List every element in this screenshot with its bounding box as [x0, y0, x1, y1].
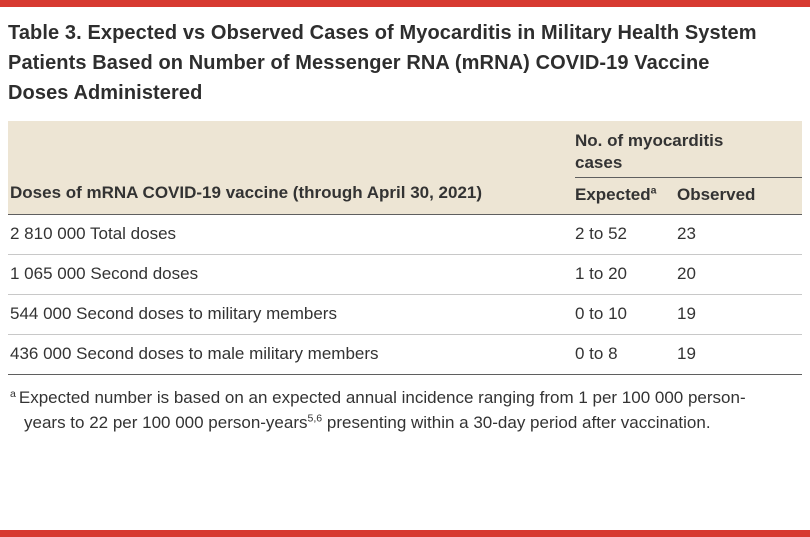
observed-column-header: Observed	[677, 177, 802, 216]
table-row: 2 810 000 Total doses 2 to 52 23	[8, 214, 802, 256]
expected-column-header-text: Expected	[575, 185, 651, 205]
expected-cell: 2 to 52	[575, 214, 677, 256]
doses-cell: 436 000 Second doses to male military me…	[8, 334, 575, 376]
table-title: Table 3. Expected vs Observed Cases of M…	[8, 22, 757, 104]
doses-cell: 2 810 000 Total doses	[8, 214, 575, 256]
observed-cell: 19	[677, 334, 802, 376]
doses-column-header: Doses of mRNA COVID-19 vaccine (through …	[8, 121, 575, 216]
table-row: 1 065 000 Second doses 1 to 20 20	[8, 254, 802, 296]
observed-cell: 20	[677, 254, 802, 296]
table-row: 436 000 Second doses to male military me…	[8, 334, 802, 376]
footnote-marker: a	[10, 387, 16, 400]
footnote: a Expected number is based on an expected…	[8, 375, 788, 435]
doses-column-header-text: Doses of mRNA COVID-19 vaccine (through …	[10, 183, 483, 203]
footnote-text-part2: presenting within a 30-day period after …	[322, 412, 711, 432]
observed-cell: 19	[677, 294, 802, 336]
expected-footnote-marker: a	[650, 184, 657, 197]
observed-column-header-text: Observed	[677, 185, 756, 205]
footnote-reference-superscript: 5,6	[307, 412, 323, 425]
expected-cell: 1 to 20	[575, 254, 677, 296]
doses-table: Doses of mRNA COVID-19 vaccine (through …	[8, 121, 802, 376]
figure-content: Table 3. Expected vs Observed Cases of M…	[0, 7, 810, 530]
table-row: 544 000 Second doses to military members…	[8, 294, 802, 336]
top-accent-bar	[0, 0, 810, 7]
expected-cell: 0 to 8	[575, 334, 677, 376]
table-body: 2 810 000 Total doses 2 to 52 23 1 065 0…	[8, 214, 802, 376]
footnote-text-part1: Expected number is based on an expected …	[18, 388, 746, 432]
doses-cell: 1 065 000 Second doses	[8, 254, 575, 296]
myocarditis-cases-group-header-text: No. of myocarditis cases	[575, 131, 724, 173]
expected-cell: 0 to 10	[575, 294, 677, 336]
expected-column-header: Expecteda	[575, 177, 677, 216]
doses-cell: 544 000 Second doses to military members	[8, 294, 575, 336]
myocarditis-cases-group-header: No. of myocarditis cases	[575, 121, 802, 179]
bottom-accent-bar	[0, 530, 810, 537]
table-header: Doses of mRNA COVID-19 vaccine (through …	[8, 121, 802, 216]
observed-cell: 23	[677, 214, 802, 256]
